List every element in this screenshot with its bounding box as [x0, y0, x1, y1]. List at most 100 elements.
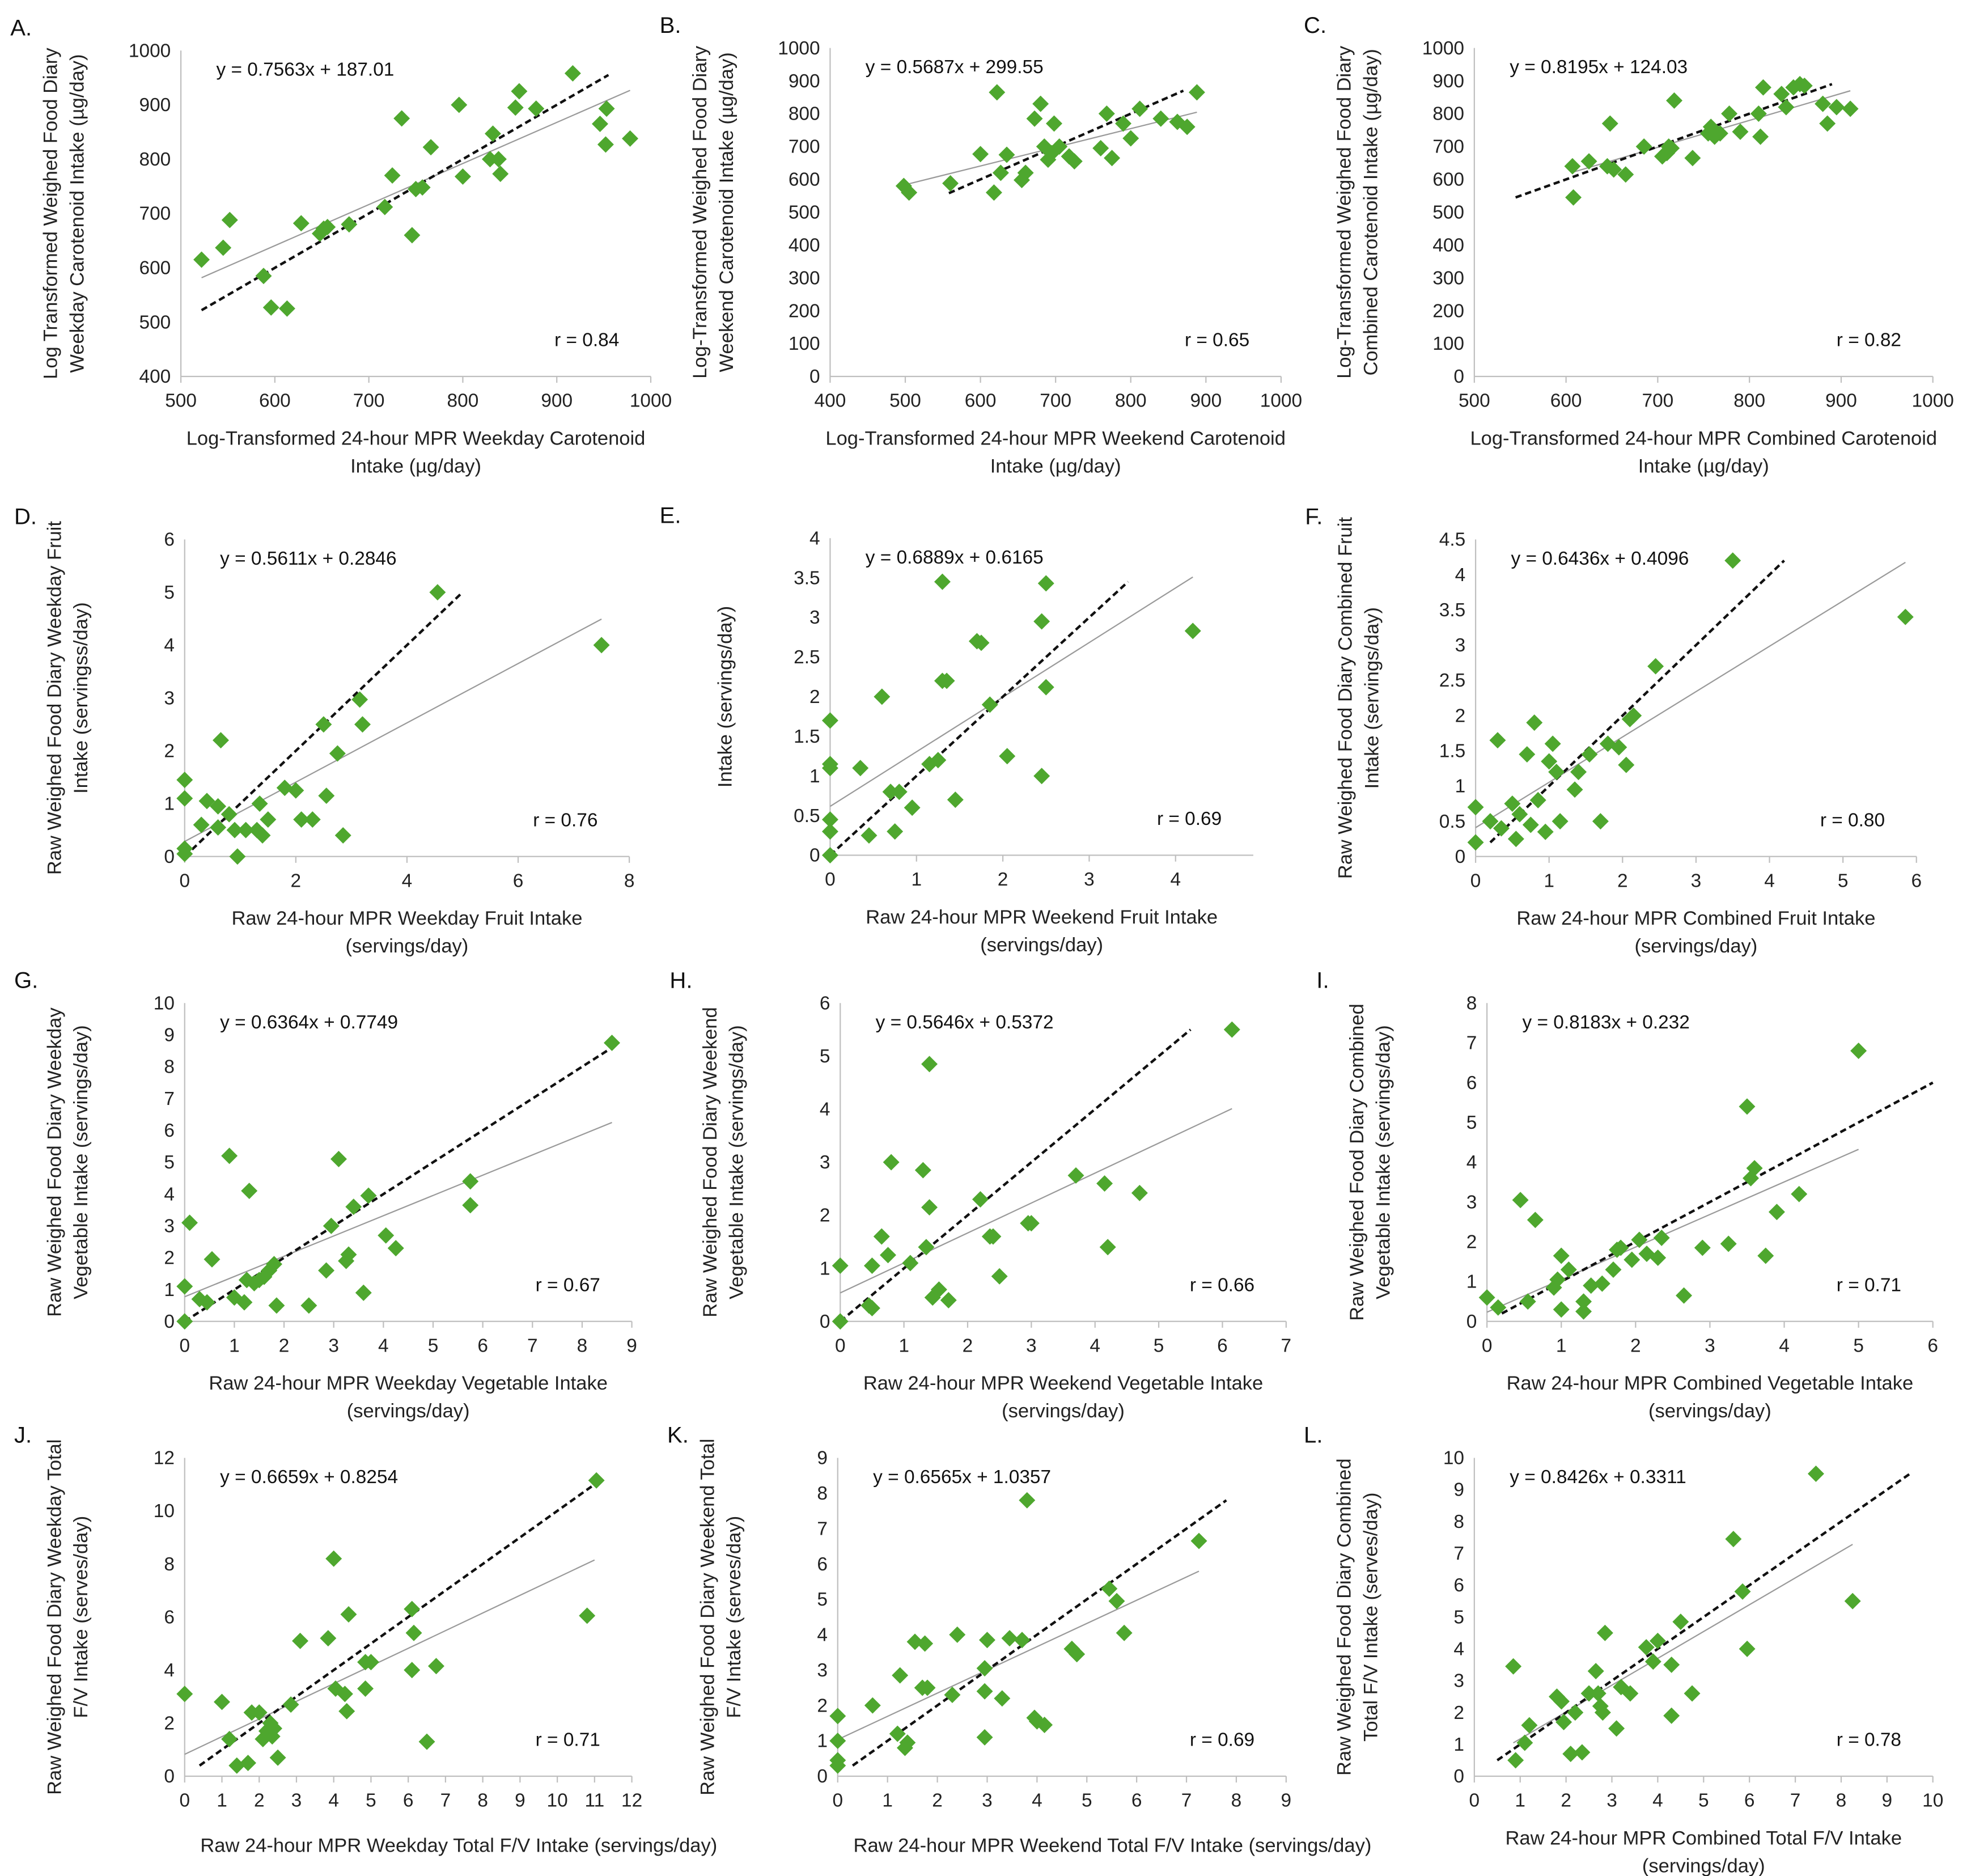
x-tick-label: 5	[1082, 1790, 1092, 1811]
data-point	[901, 184, 918, 201]
y-tick-label: 10	[1443, 1448, 1464, 1469]
x-tick-label: 600	[259, 391, 291, 412]
data-point	[181, 1214, 198, 1231]
data-point	[934, 573, 951, 590]
data-point	[490, 151, 507, 168]
data-point	[976, 1683, 993, 1700]
data-point	[1522, 816, 1539, 833]
x-tick-label: 1	[1515, 1790, 1525, 1811]
data-point	[1768, 1204, 1785, 1221]
y-axis-label: Log Transformed Weighed Food Diary	[40, 48, 62, 379]
data-point	[1529, 791, 1546, 808]
data-point	[947, 791, 964, 808]
x-tick-label: 2	[279, 1335, 290, 1356]
data-point	[904, 799, 921, 816]
data-point	[1512, 1192, 1529, 1209]
data-point	[1773, 86, 1790, 103]
x-tick-label: 400	[815, 391, 846, 412]
data-point	[1575, 1303, 1592, 1320]
y-axis-label: Intake (servingss/day)	[70, 602, 92, 794]
y-tick-label: 1000	[129, 40, 171, 61]
data-point	[482, 151, 498, 168]
data-point	[598, 100, 615, 117]
data-point	[829, 1752, 846, 1769]
data-point	[1553, 1301, 1570, 1318]
y-tick-label: 3	[164, 1216, 175, 1236]
x-axis-label: (servings/day)	[980, 934, 1103, 956]
data-point	[320, 1630, 337, 1647]
y-axis-label: Raw Weighed Food Diary Combined	[1333, 1458, 1355, 1776]
data-point	[1608, 1720, 1625, 1737]
y-tick-label: 10	[154, 993, 175, 1014]
y-tick-label: 500	[139, 312, 171, 333]
data-point	[1036, 1717, 1053, 1733]
x-tick-label: 800	[1115, 391, 1147, 412]
identity-line	[829, 581, 1129, 857]
data-point	[821, 823, 838, 840]
data-point	[1720, 1235, 1737, 1252]
y-tick-label: 7	[1466, 1033, 1477, 1054]
x-tick-label: 5	[366, 1790, 376, 1811]
correlation-label: r = 0.78	[1837, 1729, 1901, 1750]
identity-line	[851, 1499, 1227, 1767]
data-point	[330, 1150, 347, 1167]
panel-letter: G.	[14, 968, 38, 993]
data-point	[492, 166, 509, 183]
y-tick-label: 0	[820, 1311, 830, 1332]
data-point	[880, 1247, 897, 1264]
data-point	[1732, 123, 1749, 140]
x-axis-label: Intake (µg/day)	[350, 455, 481, 477]
data-point	[1505, 1658, 1522, 1675]
data-point	[1108, 1593, 1125, 1610]
y-tick-label: 2	[164, 1248, 175, 1269]
correlation-label: r = 0.82	[1837, 330, 1901, 351]
y-tick-label: 700	[139, 204, 171, 225]
data-point	[405, 1624, 422, 1641]
data-point	[384, 167, 401, 184]
y-tick-label: 1.5	[1439, 740, 1465, 761]
data-point	[1566, 781, 1583, 798]
data-point	[972, 146, 989, 163]
y-tick-label: 1	[1453, 1734, 1464, 1755]
data-point	[863, 1257, 880, 1274]
y-tick-label: 4	[817, 1625, 828, 1646]
data-point	[1850, 1043, 1867, 1059]
correlation-label: r = 0.66	[1190, 1274, 1254, 1295]
x-tick-label: 5	[1838, 870, 1849, 891]
data-point	[354, 716, 371, 733]
data-point	[863, 1299, 880, 1316]
x-tick-label: 1000	[1260, 391, 1302, 412]
y-tick-label: 0	[1455, 846, 1466, 867]
y-axis-label: Log-Transformed Weighed Food Diary	[1333, 45, 1355, 379]
chart-panel: I. 0 1 2 3 4 5 6 0 1 2 3 4 5 6 7 8 Raw Weighed Food Diary…	[1316, 968, 1938, 1422]
x-tick-label: 900	[541, 391, 573, 412]
y-tick-label: 3	[164, 688, 175, 709]
data-point	[1754, 79, 1771, 96]
data-point	[1184, 622, 1201, 640]
data-point	[981, 696, 998, 713]
data-point	[414, 179, 431, 196]
data-point	[278, 300, 295, 317]
data-point	[604, 1034, 621, 1051]
data-point	[221, 806, 238, 823]
y-tick-label: 10	[154, 1501, 175, 1522]
x-tick-label: 0	[1469, 1790, 1480, 1811]
data-point	[462, 1197, 479, 1214]
data-point	[1504, 795, 1521, 812]
data-point	[268, 1297, 285, 1314]
x-tick-label: 1	[217, 1790, 227, 1811]
data-point	[1179, 118, 1196, 135]
y-tick-label: 5	[1466, 1112, 1477, 1133]
y-tick-label: 5	[164, 1152, 175, 1173]
y-tick-label: 6	[164, 530, 175, 550]
data-point	[821, 712, 838, 729]
x-axis-label: (servings/day)	[1642, 1855, 1765, 1876]
data-point	[221, 211, 238, 228]
x-tick-label: 1	[1544, 870, 1554, 891]
x-tick-label: 4	[1779, 1335, 1790, 1356]
data-point	[1001, 1630, 1018, 1647]
x-axis-label: Log-Transformed 24-hour MPR Weekday Caro…	[186, 427, 646, 449]
x-tick-label: 9	[1281, 1790, 1292, 1811]
x-tick-label: 2	[1630, 1335, 1641, 1356]
x-tick-label: 4	[328, 1790, 339, 1811]
